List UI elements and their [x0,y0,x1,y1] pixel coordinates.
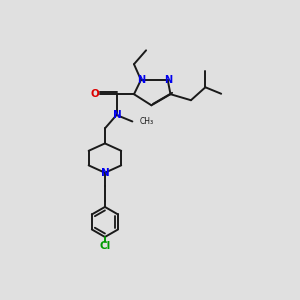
Text: Cl: Cl [99,241,110,251]
Text: N: N [100,168,109,178]
Text: N: N [164,75,172,85]
Text: N: N [112,110,122,120]
Text: CH₃: CH₃ [139,117,154,126]
Text: O: O [91,89,100,99]
Text: N: N [137,75,145,85]
